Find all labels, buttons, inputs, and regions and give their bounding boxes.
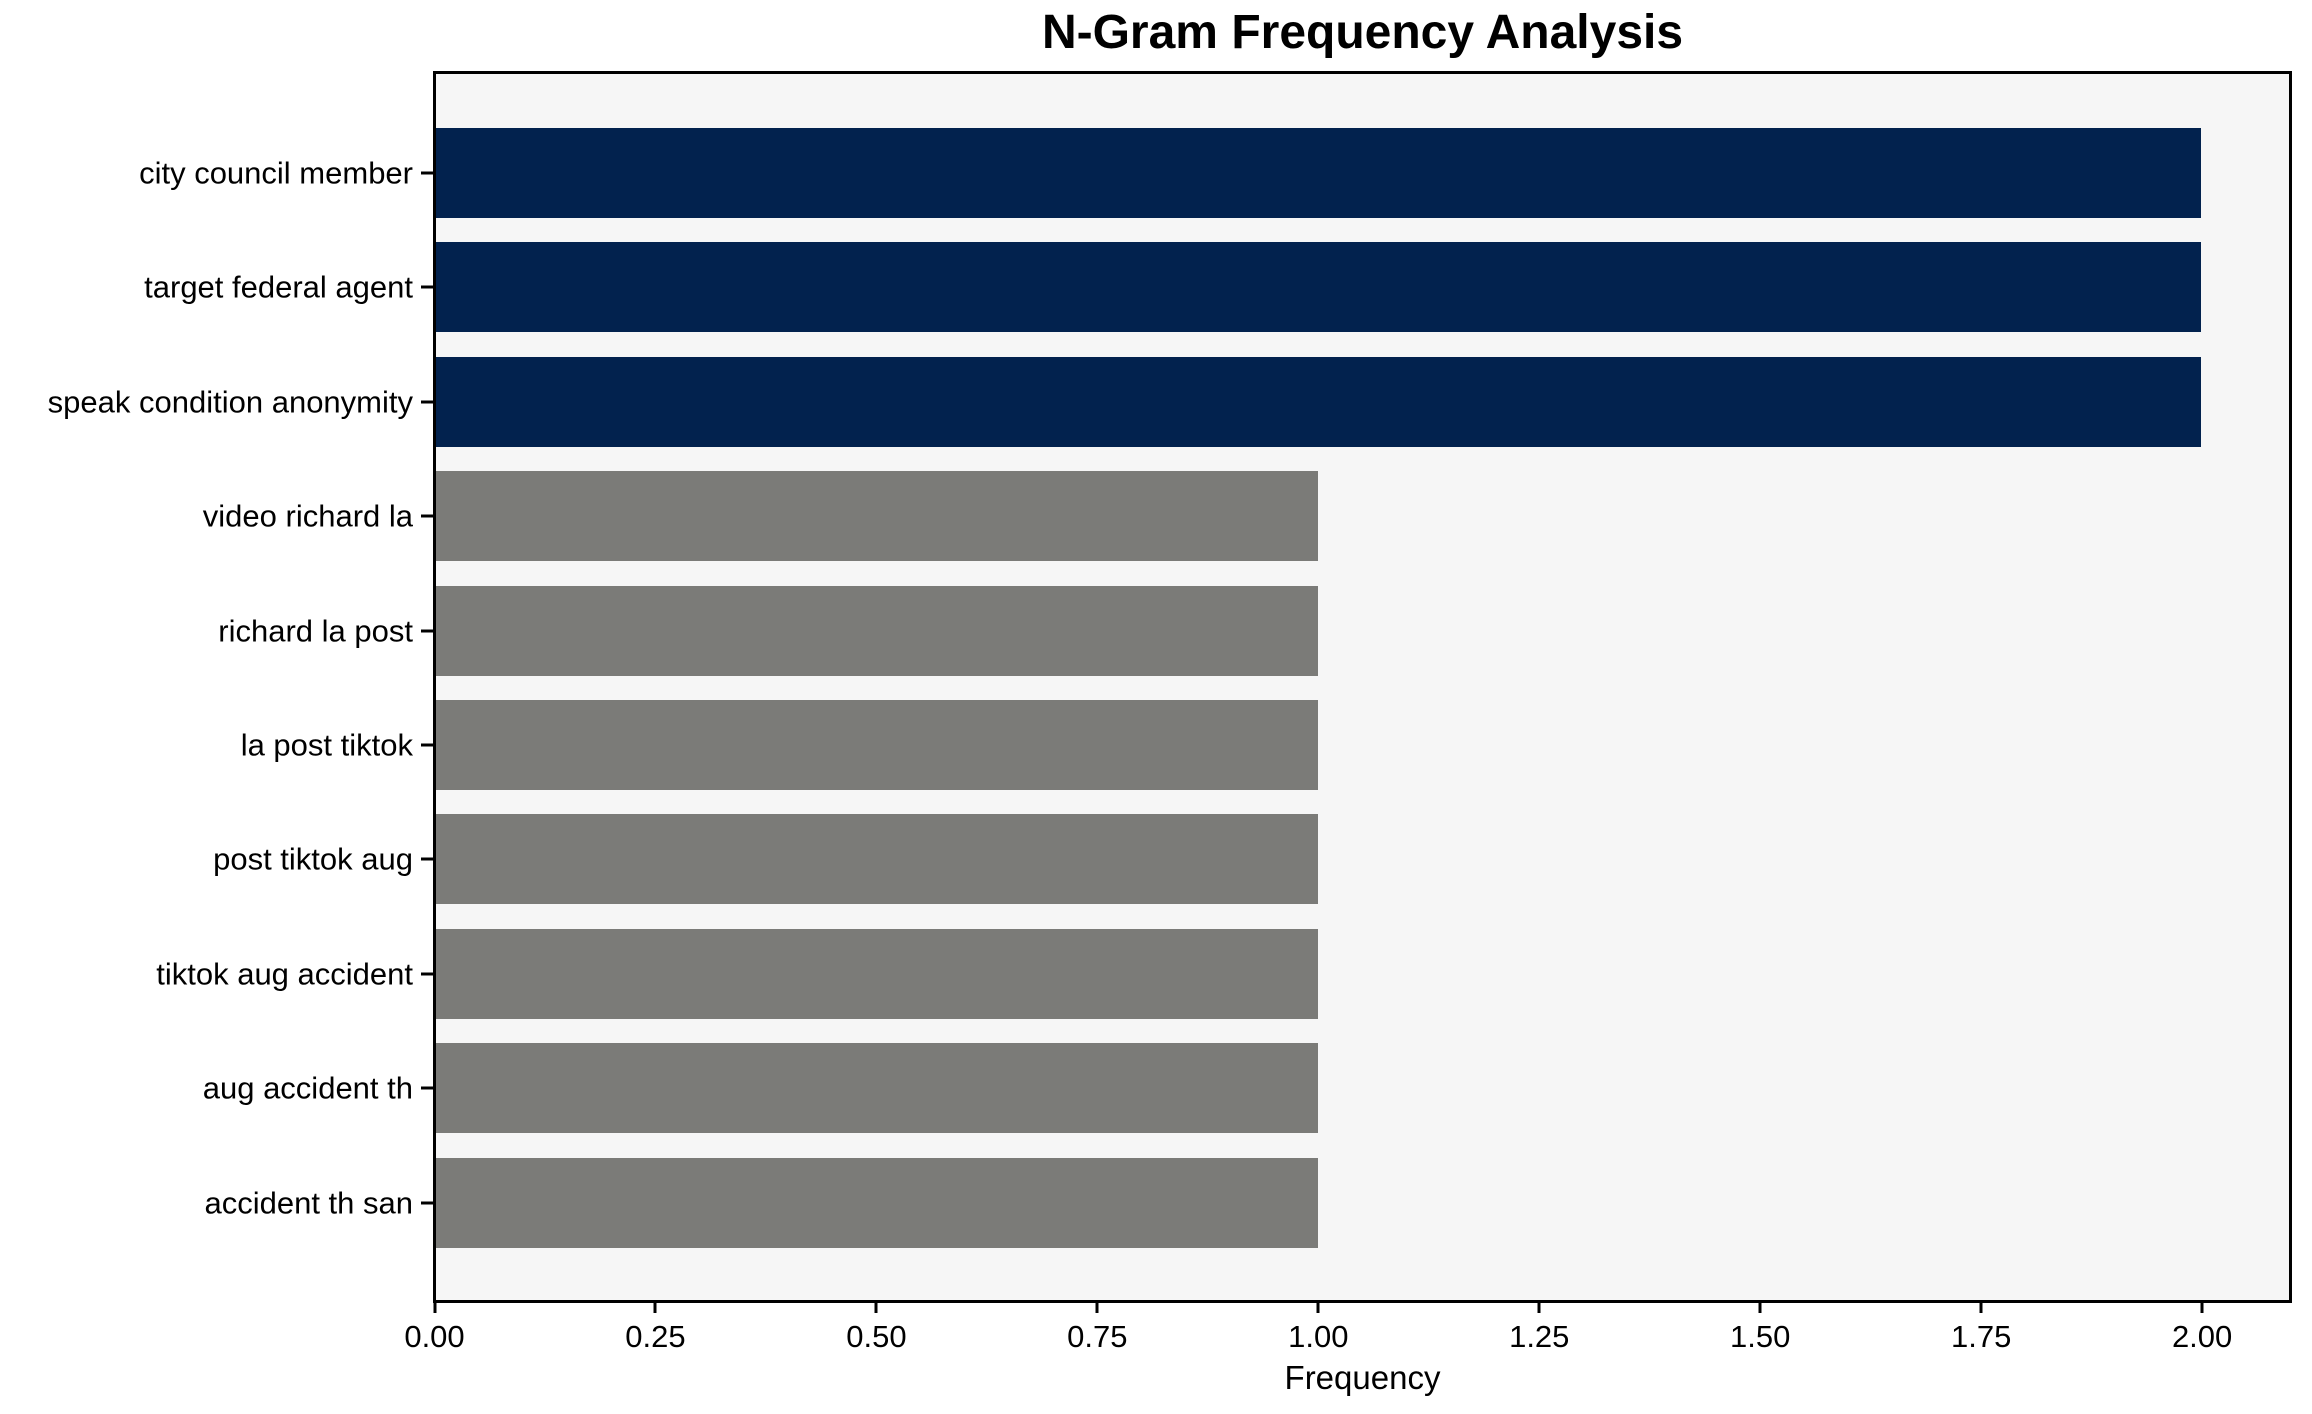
x-tick-mark — [874, 1303, 878, 1313]
y-tick-label: accident th san — [204, 1185, 413, 1221]
y-tick-mark — [421, 857, 433, 861]
y-tick-mark — [421, 1086, 433, 1090]
x-tick-mark — [1758, 1303, 1762, 1313]
x-tick-mark — [1095, 1303, 1099, 1313]
y-tick-label: la post tiktok — [240, 727, 413, 763]
y-tick-label: target federal agent — [144, 269, 413, 305]
bar-richard-la-post — [436, 585, 1319, 676]
bar-target-federal-agent — [436, 242, 2201, 333]
y-tick-label: tiktok aug accident — [156, 956, 413, 992]
y-tick-mark — [421, 285, 433, 289]
bar-city-council-member — [436, 128, 2201, 218]
x-tick-label: 1.00 — [1288, 1319, 1349, 1354]
bar-la-post-tiktok — [436, 700, 1319, 790]
x-tick-label: 1.25 — [1509, 1319, 1570, 1354]
y-tick-mark — [421, 514, 433, 518]
chart-title: N-Gram Frequency Analysis — [1041, 6, 1684, 59]
y-tick-label: richard la post — [218, 613, 413, 649]
y-tick-mark — [421, 743, 433, 747]
y-tick-label: post tiktok aug — [213, 841, 413, 877]
y-tick-label: city council member — [139, 155, 413, 191]
x-tick-mark — [433, 1303, 436, 1313]
y-tick-mark — [421, 171, 433, 175]
x-tick-mark — [653, 1303, 657, 1313]
bar-tiktok-aug-accident — [436, 928, 1319, 1019]
bar-accident-th-san — [436, 1157, 1319, 1248]
x-tick-mark — [1537, 1303, 1541, 1313]
x-tick-label: 0.75 — [1067, 1319, 1128, 1354]
y-tick-mark — [421, 629, 433, 633]
y-tick-mark — [421, 972, 433, 976]
plot-area — [433, 71, 2292, 1303]
y-tick-mark — [421, 400, 433, 404]
y-tick-mark — [421, 1201, 433, 1205]
x-tick-label: 0.50 — [846, 1319, 907, 1354]
x-tick-mark — [1979, 1303, 1983, 1313]
y-tick-label: video richard la — [202, 498, 413, 534]
x-tick-label: 2.00 — [2171, 1319, 2233, 1354]
x-axis-title: Frequency — [1284, 1359, 1441, 1396]
x-tick-mark — [1316, 1303, 1320, 1313]
bar-speak-condition-anonymity — [436, 356, 2201, 447]
bar-aug-accident-th — [436, 1043, 1319, 1134]
x-tick-label: 0.25 — [625, 1319, 686, 1354]
bar-video-richard-la — [436, 471, 1319, 562]
x-tick-label: 0.00 — [404, 1319, 465, 1354]
bar-post-tiktok-aug — [436, 814, 1319, 905]
x-tick-label: 1.50 — [1730, 1319, 1791, 1354]
x-tick-mark — [2200, 1303, 2204, 1313]
y-tick-label: speak condition anonymity — [47, 384, 413, 420]
x-tick-label: 1.75 — [1950, 1319, 2012, 1354]
y-tick-label: aug accident th — [202, 1070, 413, 1106]
